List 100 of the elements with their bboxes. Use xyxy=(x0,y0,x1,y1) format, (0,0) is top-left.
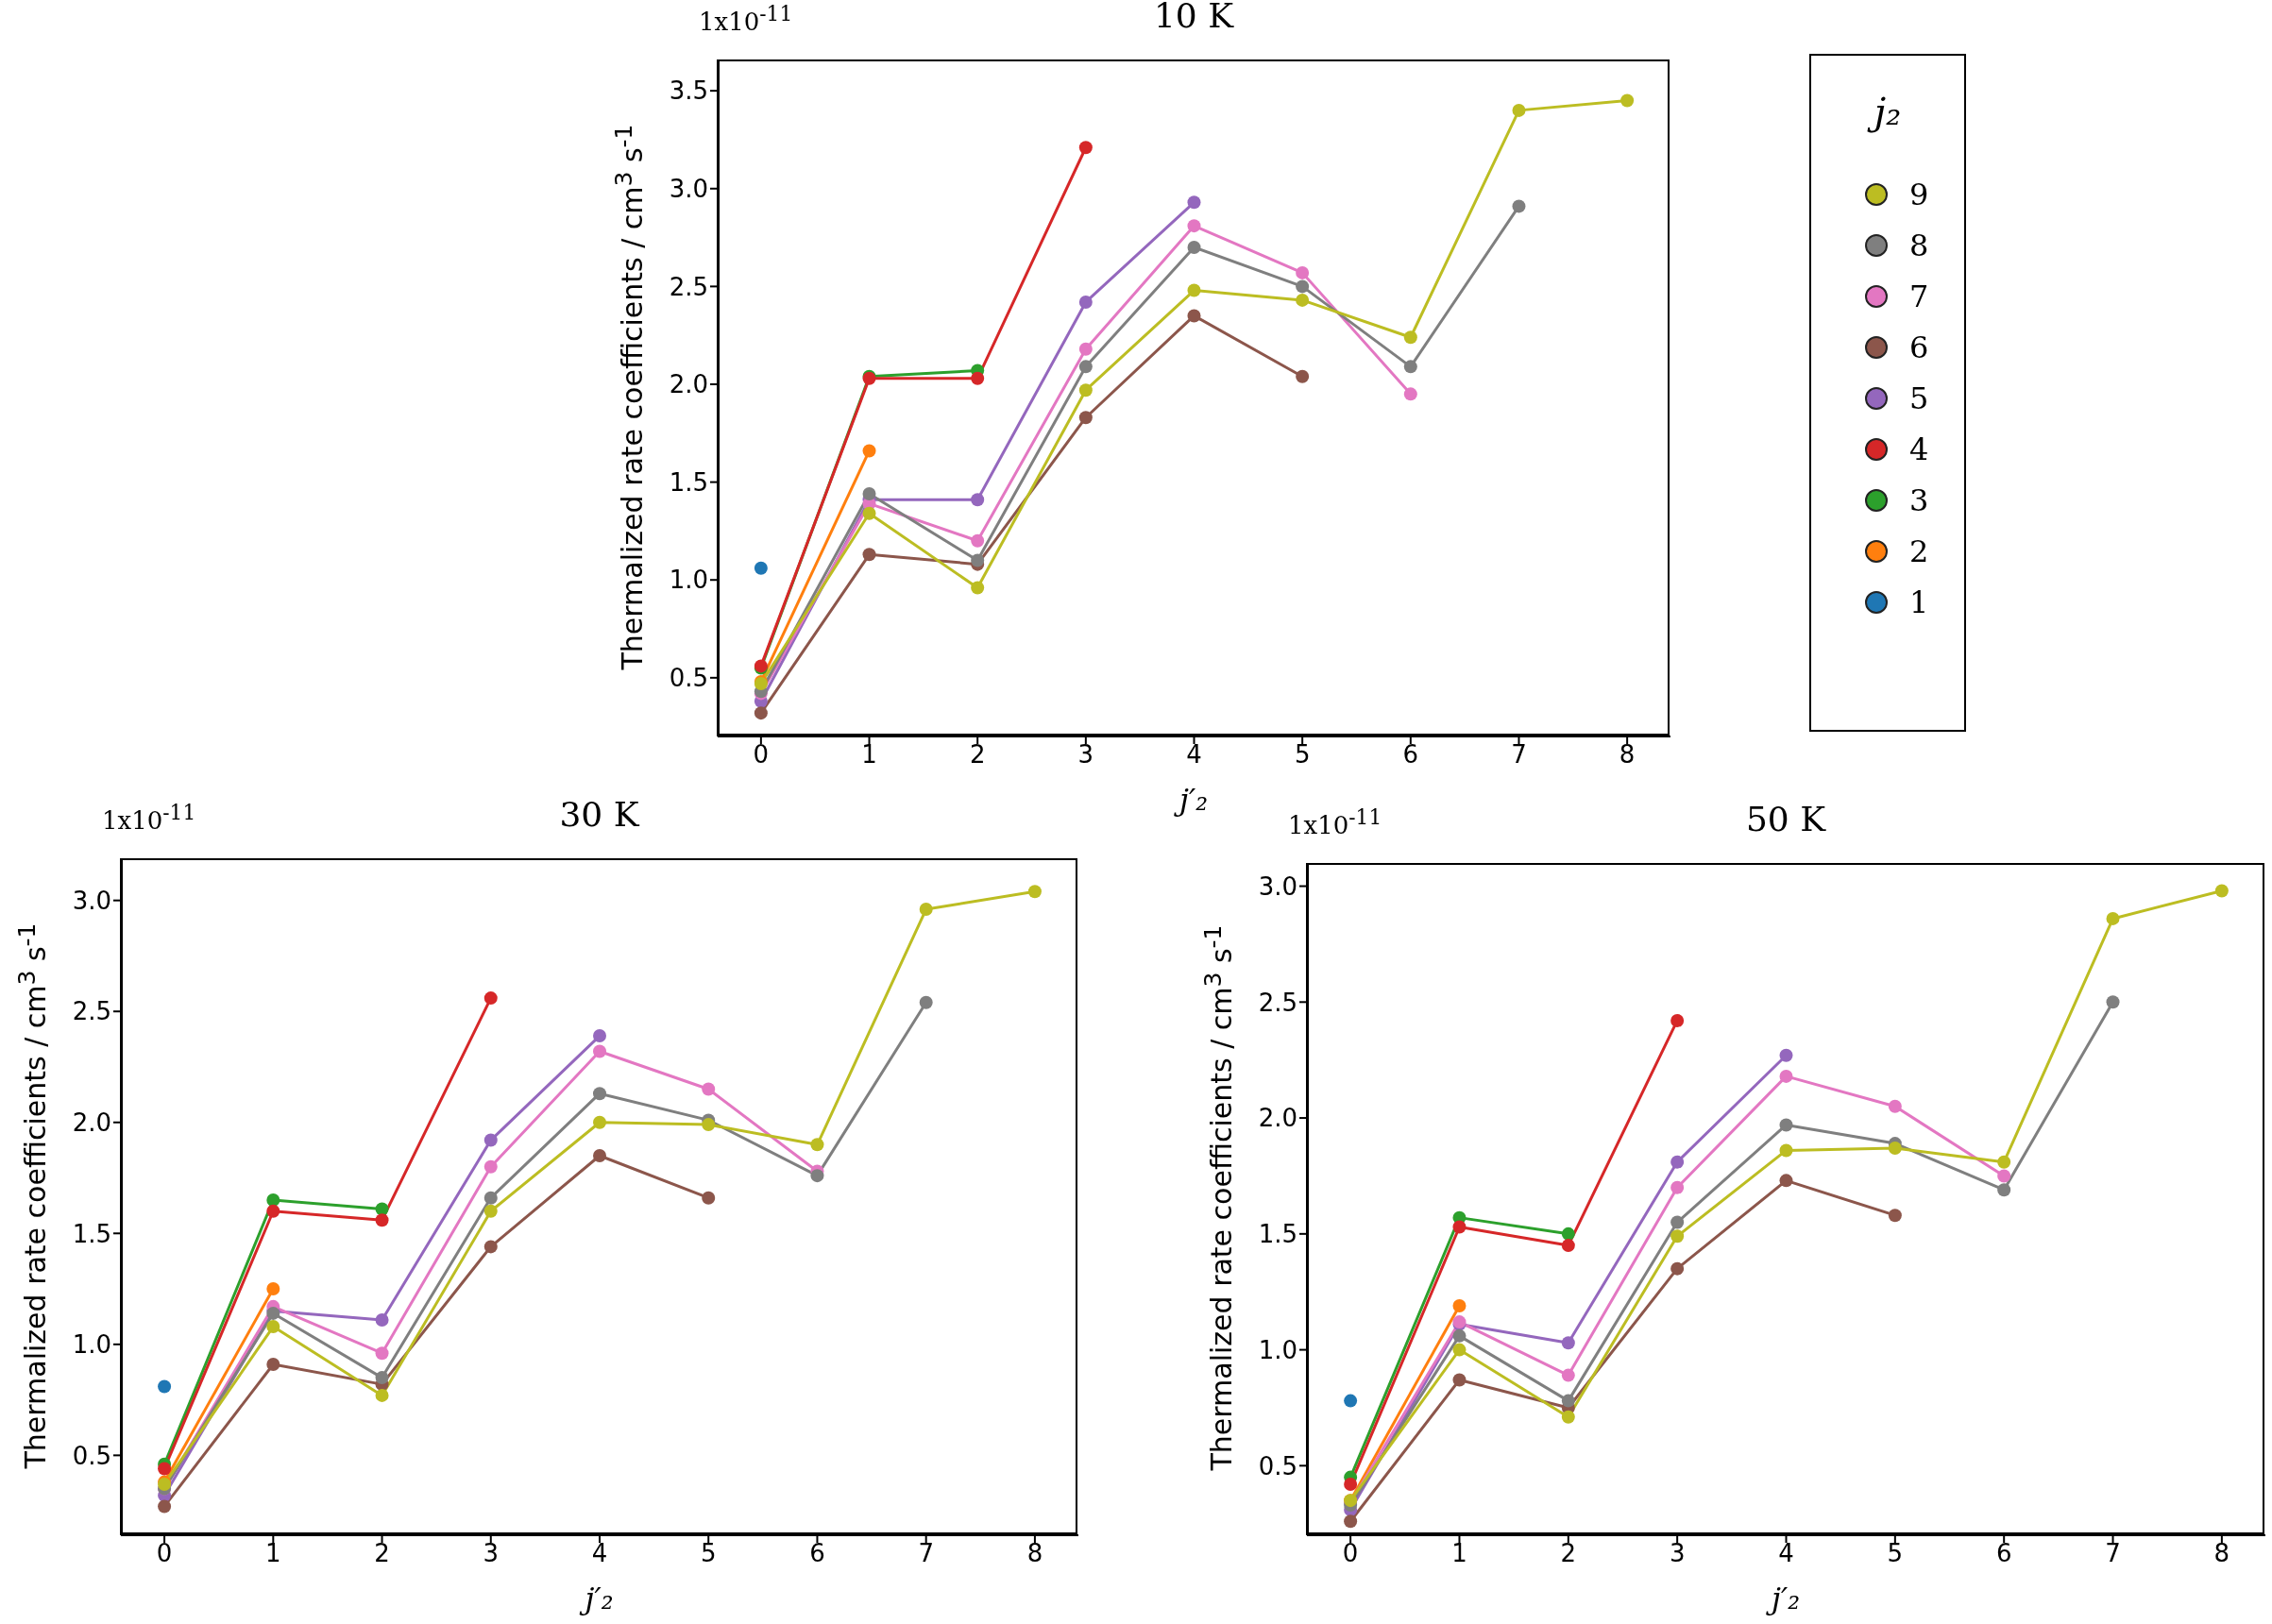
point xyxy=(810,1138,824,1152)
x-tick-label: 8 xyxy=(2213,1539,2230,1568)
point xyxy=(1344,1514,1358,1529)
legend-label: 9 xyxy=(1909,177,1929,212)
point xyxy=(1452,1298,1467,1312)
point xyxy=(862,487,876,501)
point xyxy=(2106,995,2120,1009)
y-tick-label: 0.5 xyxy=(1258,1451,1297,1480)
point xyxy=(1997,1155,2011,1169)
y-tick-label: 1.0 xyxy=(1258,1335,1297,1364)
point xyxy=(375,1312,389,1327)
point xyxy=(483,1159,498,1174)
point xyxy=(1344,1394,1358,1408)
point xyxy=(375,1346,389,1361)
legend-label: 3 xyxy=(1909,482,1929,518)
x-tick-label: 3 xyxy=(483,1539,500,1568)
y-tick-label: 1.5 xyxy=(1258,1220,1297,1249)
x-tick-label: 2 xyxy=(1560,1539,1577,1568)
point xyxy=(1452,1373,1467,1387)
point xyxy=(1078,360,1093,374)
point xyxy=(483,1240,498,1254)
x-axis-title: j′₂ xyxy=(578,1581,615,1616)
point xyxy=(1512,199,1526,213)
point xyxy=(1670,1155,1685,1169)
legend-label: 6 xyxy=(1909,330,1929,365)
x-tick-label: 6 xyxy=(809,1539,825,1568)
x-tick-label: 4 xyxy=(1186,740,1202,770)
point xyxy=(1779,1069,1793,1083)
point xyxy=(1403,360,1417,374)
point xyxy=(1561,1368,1575,1382)
point xyxy=(1187,195,1201,210)
point xyxy=(1561,1239,1575,1253)
x-tick-label: 3 xyxy=(1077,740,1094,770)
point xyxy=(1888,1099,1902,1113)
x-tick-label: 7 xyxy=(2105,1539,2121,1568)
x-tick-label: 0 xyxy=(1342,1539,1359,1568)
point xyxy=(1296,293,1310,307)
point xyxy=(158,1462,172,1476)
point xyxy=(1561,1226,1575,1241)
point xyxy=(754,706,768,720)
y-tick-label: 3.0 xyxy=(1258,871,1297,901)
y-tick-label: 2.5 xyxy=(72,997,111,1026)
legend-label: 2 xyxy=(1909,533,1929,569)
chart-title: 30 K xyxy=(559,795,639,834)
point xyxy=(810,1169,824,1183)
x-tick-label: 5 xyxy=(1294,740,1311,770)
point xyxy=(266,1193,280,1208)
point xyxy=(919,903,933,917)
y-tick-label: 3.0 xyxy=(669,175,708,203)
point xyxy=(1187,309,1201,323)
point xyxy=(1670,1261,1685,1276)
point xyxy=(1452,1328,1467,1343)
point xyxy=(1561,1336,1575,1350)
point xyxy=(862,506,876,520)
point xyxy=(1296,369,1310,383)
y-tick-label: 0.5 xyxy=(669,664,708,693)
chart-title: 10 K xyxy=(1153,0,1234,35)
point xyxy=(483,1133,498,1147)
point xyxy=(862,444,876,458)
point xyxy=(1078,141,1093,155)
point xyxy=(1670,1215,1685,1229)
point xyxy=(266,1204,280,1218)
point xyxy=(593,1044,606,1058)
text: 1x10$^{-11}$ xyxy=(699,2,793,36)
point xyxy=(1997,1183,2011,1197)
point xyxy=(375,1371,389,1385)
legend-label: 4 xyxy=(1909,431,1929,467)
point xyxy=(593,1087,606,1101)
y-tick-label: 1.0 xyxy=(669,566,708,595)
chart-title: 50 K xyxy=(1745,800,1826,838)
point xyxy=(1888,1209,1902,1223)
x-tick-label: 2 xyxy=(969,740,986,770)
x-tick-label: 1 xyxy=(861,740,877,770)
point xyxy=(266,1320,280,1334)
point xyxy=(1779,1118,1793,1132)
point xyxy=(1620,93,1635,108)
point xyxy=(2106,911,2120,925)
point xyxy=(1403,387,1417,401)
y-tick-label: 2.5 xyxy=(669,272,708,301)
point xyxy=(1187,240,1201,254)
legend-title: j₂ xyxy=(1866,90,1903,133)
point xyxy=(1078,383,1093,398)
point xyxy=(702,1082,716,1096)
point xyxy=(1670,1229,1685,1243)
point xyxy=(158,1499,172,1514)
x-tick-label: 5 xyxy=(1887,1539,1904,1568)
point xyxy=(971,533,985,548)
point xyxy=(971,553,985,567)
x-tick-label: 8 xyxy=(1026,1539,1043,1568)
point xyxy=(375,1202,389,1216)
point xyxy=(1078,295,1093,309)
point xyxy=(1779,1143,1793,1158)
point xyxy=(483,1191,498,1205)
point xyxy=(593,1029,606,1043)
legend-label: 5 xyxy=(1909,381,1929,416)
point xyxy=(1296,279,1310,294)
point xyxy=(1670,1013,1685,1027)
point xyxy=(862,548,876,562)
x-tick-label: 3 xyxy=(1669,1539,1686,1568)
x-tick-label: 0 xyxy=(156,1539,173,1568)
